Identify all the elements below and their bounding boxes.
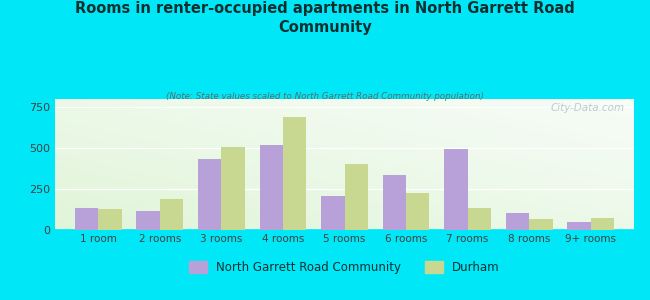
Bar xyxy=(406,193,430,230)
Legend: North Garrett Road Community, Durham: North Garrett Road Community, Durham xyxy=(185,256,504,278)
Bar xyxy=(259,146,283,230)
Bar xyxy=(222,147,245,230)
Bar xyxy=(198,159,222,230)
Bar xyxy=(467,208,491,230)
Bar xyxy=(444,149,467,230)
Bar xyxy=(283,117,306,230)
Text: (Note: State values scaled to North Garrett Road Community population): (Note: State values scaled to North Garr… xyxy=(166,92,484,100)
Text: Rooms in renter-occupied apartments in North Garrett Road
Community: Rooms in renter-occupied apartments in N… xyxy=(75,2,575,35)
Bar xyxy=(591,218,614,230)
Bar xyxy=(136,211,160,230)
Bar xyxy=(567,222,591,230)
Bar xyxy=(344,164,368,230)
Bar xyxy=(75,208,98,230)
Text: City-Data.com: City-Data.com xyxy=(551,103,625,113)
Bar xyxy=(321,196,345,230)
Bar xyxy=(506,213,529,230)
Bar xyxy=(160,199,183,230)
Bar xyxy=(383,175,406,230)
Bar xyxy=(98,208,122,230)
Bar xyxy=(529,219,552,230)
